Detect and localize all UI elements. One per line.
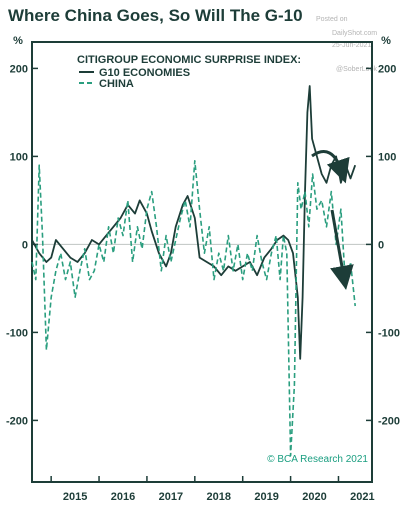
x-tick-label: 2017 — [159, 491, 183, 503]
source-credit: © BCA Research 2021 — [267, 454, 368, 465]
x-tick-label: 2018 — [207, 491, 231, 503]
plot-border — [31, 41, 373, 483]
watermark-site: DailyShot.com — [332, 30, 378, 37]
x-tick-label: 2021 — [350, 491, 374, 503]
watermark-handle: @SoberLook — [336, 66, 377, 73]
series-layer — [31, 85, 357, 457]
series-line-china — [31, 160, 356, 457]
g10-trend-arrow — [311, 150, 350, 184]
y-tick-label-left: 0 — [22, 239, 28, 251]
y-tick-label-right: 0 — [378, 239, 384, 251]
y-tick-label-left: -100 — [6, 327, 28, 339]
chart-frame — [31, 41, 373, 483]
y-unit-left: % — [13, 35, 23, 47]
x-tick-label: 2015 — [63, 491, 87, 503]
series-line-g10-economies — [31, 85, 357, 360]
y-tick-label-right: 200 — [378, 63, 396, 75]
chart-title: Where China Goes, So Will The G-10 — [8, 6, 303, 25]
y-tick-label-left: -200 — [6, 415, 28, 427]
china-trend-arrow — [330, 209, 354, 290]
watermark-posted-on: Posted on — [316, 16, 348, 23]
y-tick-label-right: -100 — [378, 327, 400, 339]
y-tick-label-left: 200 — [10, 63, 28, 75]
watermark-date: 25-Jun-2021 — [332, 42, 372, 49]
legend-label: CHINA — [99, 78, 134, 90]
y-tick-label-left: 100 — [10, 151, 28, 163]
x-tick-label: 2020 — [302, 491, 326, 503]
y-tick-label-right: -200 — [378, 415, 400, 427]
legend-label: G10 ECONOMIES — [99, 67, 190, 79]
y-tick-label-right: 100 — [378, 151, 396, 163]
x-tick-label: 2019 — [254, 491, 278, 503]
label-layer: -200 -200 -100 -100 0 0 100 100 200 200% % 2015 2016… — [6, 35, 400, 503]
x-tick-label: 2016 — [111, 491, 135, 503]
legend-title: CITIGROUP ECONOMIC SURPRISE INDEX: — [77, 54, 301, 66]
y-unit-right: % — [381, 35, 391, 47]
